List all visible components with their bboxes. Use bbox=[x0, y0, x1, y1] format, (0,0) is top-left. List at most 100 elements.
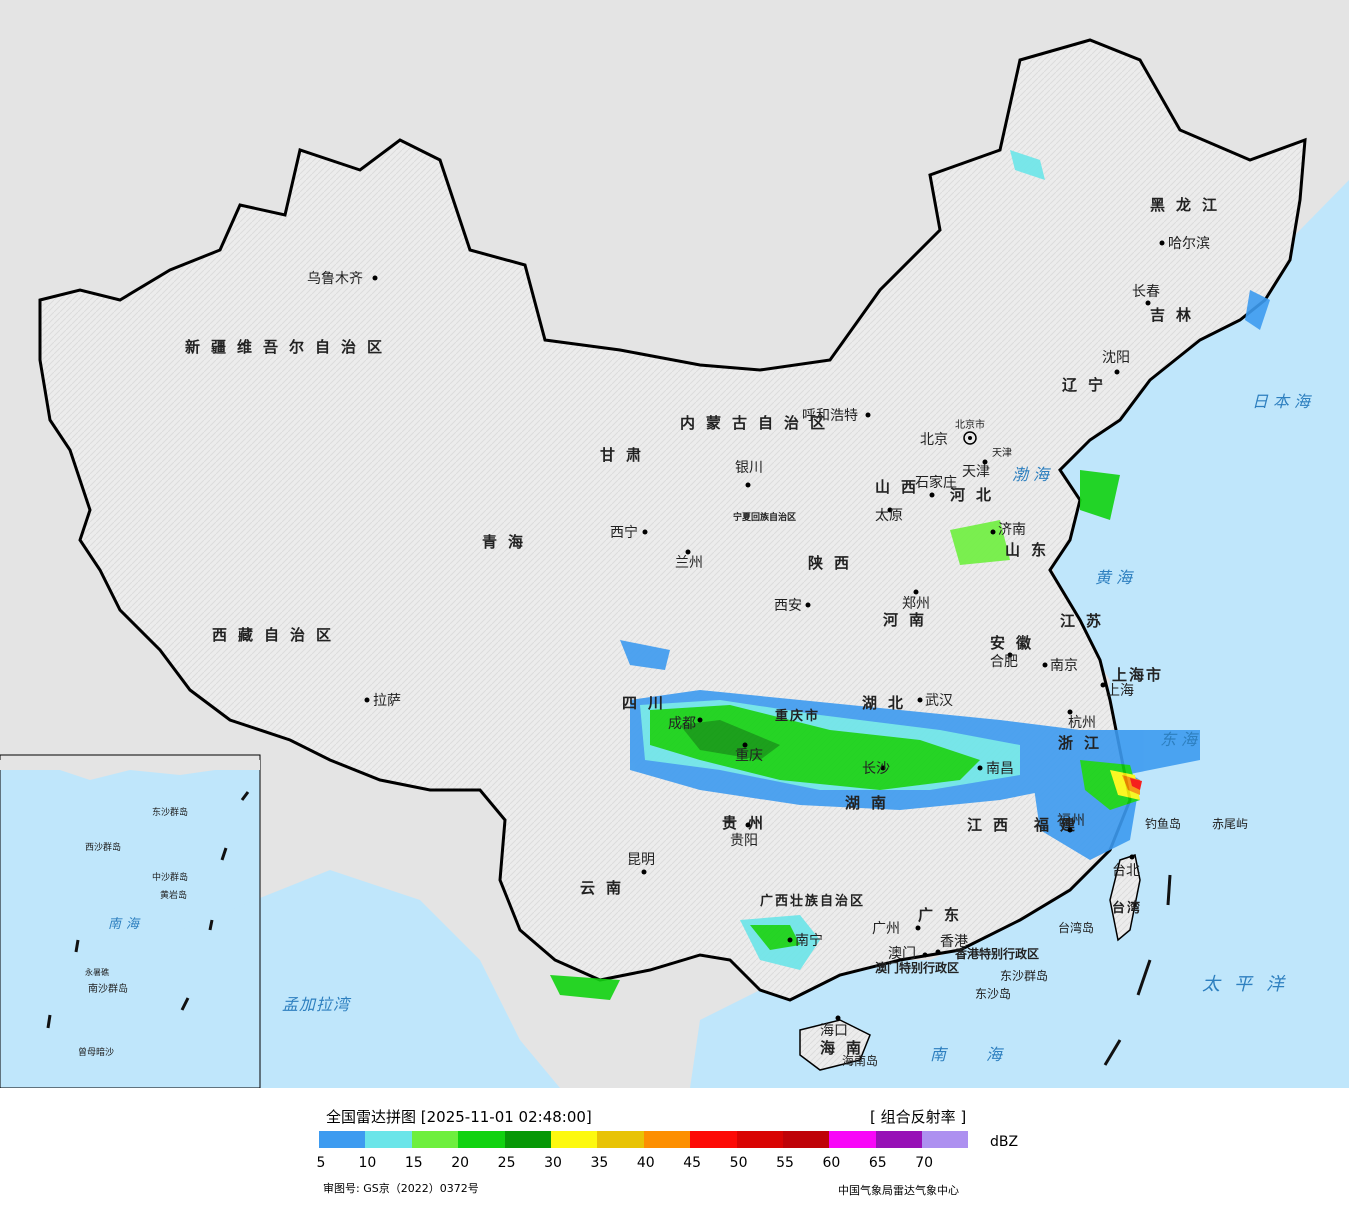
city-urumqi: 乌鲁木齐 bbox=[307, 271, 363, 287]
legend-swatch bbox=[643, 1131, 691, 1148]
legend-tick-label: 35 bbox=[590, 1155, 609, 1171]
sea-bay-of-bengal: 孟加拉湾 bbox=[282, 995, 352, 1014]
legend-tick-label: 65 bbox=[868, 1155, 887, 1171]
label-shaanxi: 陕西 bbox=[808, 554, 860, 572]
legend-tick-label: 15 bbox=[404, 1155, 423, 1171]
inset-zhongsha: 中沙群岛 bbox=[152, 871, 188, 883]
label-heilongjiang: 黑龙江 bbox=[1150, 196, 1228, 214]
legend-swatch bbox=[690, 1131, 737, 1148]
legend-tick-label: 55 bbox=[776, 1155, 794, 1171]
label-xizang: 西藏自治区 bbox=[212, 626, 342, 644]
map-title: 全国雷达拼图 [2025-11-01 02:48:00] bbox=[326, 1108, 592, 1126]
bay-of-bengal bbox=[180, 870, 560, 1088]
city-markers: 乌鲁木齐 拉萨 西宁 兰州 银川 呼和浩特 北京 天津 石家庄 太原 济南 郑州… bbox=[307, 236, 1210, 1039]
city-shijiazhuang: 石家庄 bbox=[915, 474, 957, 491]
label-hunan: 湖南 bbox=[845, 794, 897, 812]
label-hainan: 海南 bbox=[820, 1039, 872, 1057]
label-hong-kong-sar: 香港特别行政区 bbox=[954, 946, 1039, 961]
city-beijing: 北京 bbox=[920, 432, 948, 448]
city-taipei: 台北 bbox=[1112, 863, 1140, 879]
island-dongsha: 东沙岛 bbox=[975, 986, 1011, 1001]
city-hangzhou: 杭州 bbox=[1068, 715, 1096, 731]
city-tianjin: 天津 bbox=[962, 464, 990, 480]
label-chongqing-municipality: 重庆市 bbox=[775, 708, 820, 724]
city-nanchang: 南昌 bbox=[986, 761, 1014, 777]
island-taiwan: 台湾岛 bbox=[1058, 920, 1094, 935]
label-jiangsu: 江苏 bbox=[1060, 612, 1112, 630]
legend-tick-label: 50 bbox=[729, 1155, 748, 1171]
legend-ticks: 5 10 15 20 25 30 35 40 45 50 55 60 65 70 bbox=[316, 1155, 971, 1173]
city-chengdu: 成都 bbox=[668, 716, 696, 732]
city-hefei: 合肥 bbox=[990, 654, 1018, 670]
legend-tick-label: 30 bbox=[544, 1155, 562, 1171]
legend-swatch bbox=[736, 1131, 783, 1148]
label-shanxi: 山西 bbox=[875, 478, 927, 496]
sea-japan: 日本海 bbox=[1252, 392, 1315, 411]
capital-dot-icon bbox=[968, 436, 972, 440]
approval-number: 审图号: GS京（2022）0372号 bbox=[323, 1182, 479, 1195]
inset-dongsha: 东沙群岛 bbox=[152, 806, 188, 818]
south-china-sea-inset bbox=[0, 754, 261, 1088]
map-canvas: 新疆维吾尔自治区 西藏自治区 青海 甘肃 内蒙古自治区 四川 云南 贵州 广西壮… bbox=[0, 0, 1349, 1088]
legend-tick-label: 70 bbox=[915, 1155, 934, 1171]
city-zhengzhou: 郑州 bbox=[902, 596, 930, 612]
label-hebei: 河北 bbox=[950, 486, 1002, 504]
legend-tick-label: 20 bbox=[451, 1155, 470, 1171]
city-nanjing: 南京 bbox=[1050, 658, 1078, 674]
nine-dash-line bbox=[46, 791, 1172, 1066]
label-guangdong: 广东 bbox=[918, 906, 970, 924]
taiwan-island bbox=[1109, 854, 1141, 942]
label-shandong: 山东 bbox=[1005, 541, 1057, 559]
label-beijing-municipality: 北京市 bbox=[955, 418, 985, 431]
city-macao: 澳门 bbox=[888, 946, 916, 962]
hainan-island bbox=[799, 1019, 871, 1071]
city-lanzhou: 兰州 bbox=[675, 555, 703, 571]
inset-yongshu: 永暑礁 bbox=[85, 967, 109, 977]
island-hainan: 海南岛 bbox=[842, 1053, 878, 1068]
legend-footer: 全国雷达拼图 [2025-11-01 02:48:00] [ 组合反射率 ] d… bbox=[0, 1088, 1349, 1208]
island-dongsha-group: 东沙群岛 bbox=[1000, 968, 1048, 983]
city-haikou: 海口 bbox=[820, 1023, 848, 1039]
city-kunming: 昆明 bbox=[627, 852, 655, 868]
legend-tick-label: 25 bbox=[497, 1155, 516, 1171]
legend-swatch bbox=[411, 1131, 459, 1148]
label-neimenggu: 内蒙古自治区 bbox=[680, 414, 836, 432]
legend-swatch bbox=[365, 1131, 412, 1148]
city-wuhan: 武汉 bbox=[925, 693, 953, 709]
legend-tick-label: 5 bbox=[316, 1155, 326, 1171]
legend-tick-label: 10 bbox=[358, 1155, 377, 1171]
product-name: [ 组合反射率 ] bbox=[870, 1108, 967, 1126]
capital-marker-icon bbox=[963, 431, 977, 445]
inset-zengmu: 曾母暗沙 bbox=[78, 1046, 114, 1058]
label-anhui: 安徽 bbox=[990, 634, 1042, 652]
label-guangxi: 广西壮族自治区 bbox=[760, 893, 865, 909]
city-fuzhou: 福州 bbox=[1057, 813, 1085, 829]
sea-pacific: 太平洋 bbox=[1202, 974, 1298, 995]
city-guiyang: 贵阳 bbox=[730, 833, 758, 849]
city-guangzhou: 广州 bbox=[872, 921, 900, 937]
legend-swatch bbox=[922, 1131, 969, 1148]
island-chiwei: 赤尾屿 bbox=[1212, 817, 1248, 831]
legend-swatch bbox=[875, 1131, 923, 1148]
city-harbin: 哈尔滨 bbox=[1168, 236, 1210, 252]
city-xian: 西安 bbox=[774, 598, 802, 614]
legend-swatch bbox=[504, 1131, 551, 1148]
legend-tick-label: 45 bbox=[683, 1155, 702, 1171]
legend-swatch bbox=[829, 1131, 876, 1148]
island-diaoyu: 钓鱼岛 bbox=[1145, 816, 1181, 831]
city-hohhot: 呼和浩特 bbox=[802, 408, 858, 424]
sea-bohai: 渤海 bbox=[1012, 465, 1054, 484]
label-gansu: 甘肃 bbox=[600, 446, 652, 464]
color-scale bbox=[319, 1131, 969, 1148]
label-xinjiang: 新疆维吾尔自治区 bbox=[185, 338, 393, 356]
label-sichuan: 四川 bbox=[622, 694, 674, 712]
inset-sea-south: 南海 bbox=[108, 917, 144, 932]
city-chongqing: 重庆 bbox=[735, 748, 763, 764]
sea-huanghai: 黄海 bbox=[1095, 568, 1137, 587]
label-yunnan: 云南 bbox=[580, 879, 632, 897]
organization: 中国气象局雷达气象中心 bbox=[838, 1184, 959, 1197]
sea-donghai: 东海 bbox=[1160, 730, 1202, 749]
label-qinghai: 青海 bbox=[482, 533, 534, 551]
city-hongkong: 香港 bbox=[940, 934, 968, 950]
city-yinchuan: 银川 bbox=[735, 460, 763, 476]
